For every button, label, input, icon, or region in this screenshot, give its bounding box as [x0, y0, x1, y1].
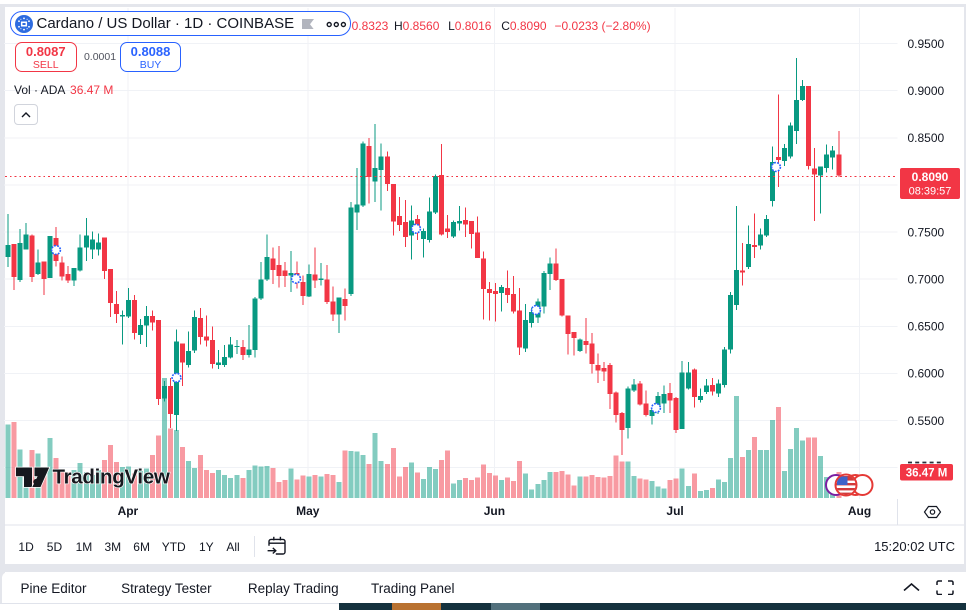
- svg-text:TradingView: TradingView: [53, 466, 170, 489]
- svg-text:0.8500: 0.8500: [908, 131, 945, 145]
- svg-text:May: May: [296, 504, 320, 518]
- svg-text:0.5500: 0.5500: [908, 414, 945, 428]
- svg-text:Jul: Jul: [666, 504, 683, 518]
- svg-text:0.6500: 0.6500: [908, 320, 945, 334]
- svg-text:0.8090: 0.8090: [912, 170, 949, 184]
- svg-text:0.6000: 0.6000: [908, 367, 945, 381]
- svg-text:0.9500: 0.9500: [908, 37, 945, 51]
- svg-text:36.47 M: 36.47 M: [906, 468, 948, 480]
- svg-text:Aug: Aug: [848, 504, 871, 518]
- svg-text:Apr: Apr: [118, 504, 139, 518]
- svg-text:0.7000: 0.7000: [908, 272, 945, 286]
- svg-text:0.7500: 0.7500: [908, 225, 945, 239]
- svg-text:0.9000: 0.9000: [908, 84, 945, 98]
- svg-text:08:39:57: 08:39:57: [909, 186, 952, 198]
- svg-text:Jun: Jun: [484, 504, 505, 518]
